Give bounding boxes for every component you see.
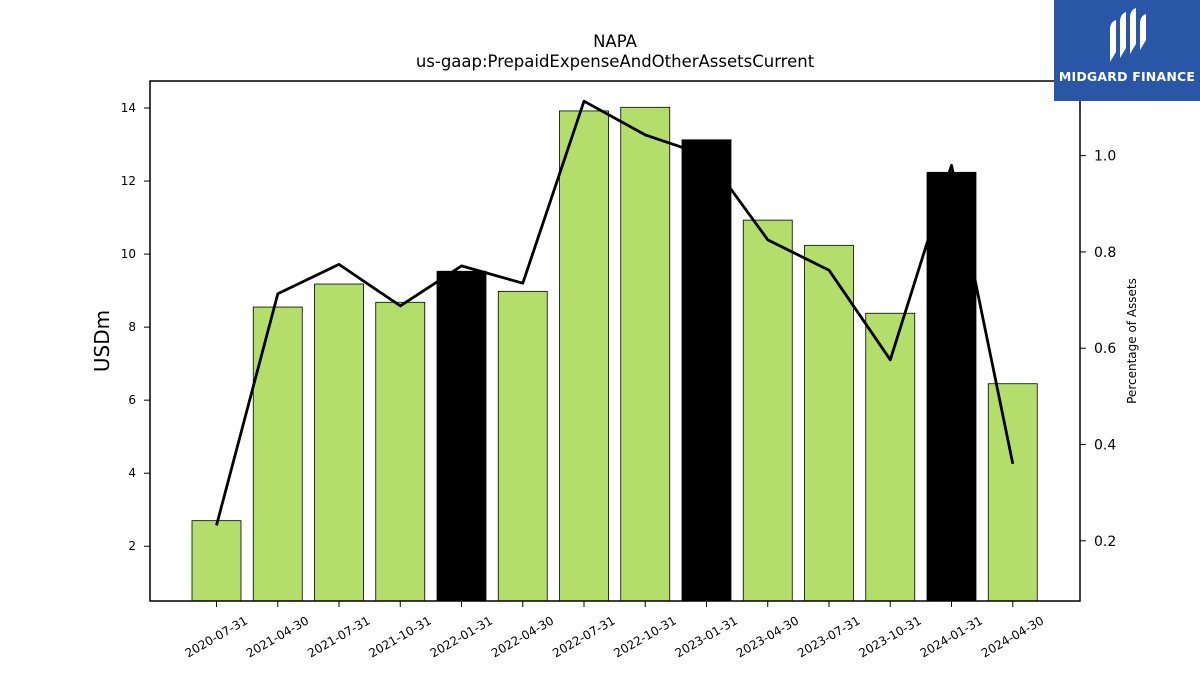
x-tick-label: 2021-10-31 [366,613,433,660]
y-tick-label: 10 [121,247,136,261]
y-axis-label: USDm [90,310,114,372]
x-tick-label: 2023-07-31 [795,613,862,660]
y-right-tick-label: 1.0 [1094,149,1116,165]
y-right-tick-label: 0.4 [1094,438,1116,454]
y-tick-label: 4 [128,466,136,480]
bar-2022-04-30 [497,290,548,602]
bar-2024-04-30 [987,383,1038,602]
x-tick-label: 2023-10-31 [856,613,923,660]
bar-2023-01-31 [681,139,732,602]
y-axis-right: 0.2 0.4 0.6 0.8 1.0 [1080,149,1116,550]
bar-2023-10-31 [865,312,916,602]
x-tick-label: 2021-07-31 [305,613,372,660]
y-right-tick-label: 0.8 [1094,245,1116,261]
line-series [215,99,1015,526]
y-right-tick-label: 0.2 [1094,534,1116,550]
bar-2023-04-30 [742,219,793,602]
bar-2022-01-31 [436,270,487,602]
bar-2021-10-31 [375,301,426,602]
y-tick-label: 14 [121,101,136,115]
x-tick-label: 2022-10-31 [611,613,678,660]
x-tick-label: 2023-01-31 [673,613,740,660]
logo-text: MIDGARD FINANCE [1058,69,1196,84]
x-tick-label: 2022-01-31 [428,613,495,660]
company-logo: MIDGARD FINANCE [1054,0,1200,101]
plot-frame [149,80,1081,602]
percentage-line [215,99,1015,526]
bar-2024-01-31 [926,171,977,602]
y-axis-right-label: Percentage of Assets [1125,278,1139,404]
bar-2022-10-31 [620,106,671,602]
bar-2023-07-31 [804,244,854,602]
chart-title: NAPA [593,32,637,51]
y-right-tick-label: 0.6 [1094,341,1116,357]
x-tick-label: 2020-07-31 [183,613,250,660]
bar-2021-04-30 [252,306,303,602]
y-tick-label: 12 [121,174,136,188]
logo-mark-icon [1110,8,1146,62]
x-tick-label: 2021-04-30 [244,613,311,660]
bar-2021-07-31 [314,283,364,602]
bar-2020-07-31 [191,520,242,602]
y-tick-label: 2 [128,539,136,553]
y-axis-left: 2 4 6 8 10 12 14 [121,101,150,553]
x-tick-label: 2022-07-31 [550,613,617,660]
x-axis: 2020-07-312021-04-302021-07-312021-10-31… [183,601,1046,660]
bar-2022-07-31 [559,110,609,602]
x-tick-label: 2023-04-30 [734,613,801,660]
y-tick-label: 6 [128,393,136,407]
y-tick-label: 8 [128,320,136,334]
x-tick-label: 2022-04-30 [489,613,556,660]
x-tick-label: 2024-01-31 [918,613,985,660]
x-tick-label: 2024-04-30 [979,613,1046,660]
chart-subtitle: us-gaap:PrepaidExpenseAndOtherAssetsCurr… [415,52,815,71]
bar-series [191,106,1038,602]
